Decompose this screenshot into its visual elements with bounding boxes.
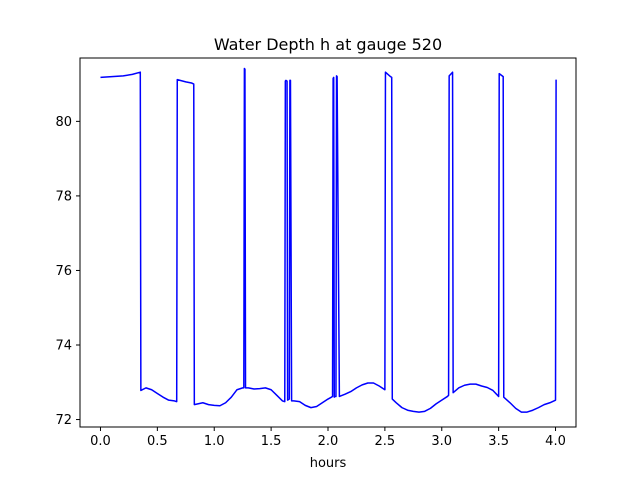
x-tick-label: 1.0 bbox=[204, 434, 225, 449]
y-tick-label: 80 bbox=[55, 115, 72, 130]
y-tick-label: 72 bbox=[55, 413, 72, 428]
x-tick-label: 4.0 bbox=[545, 434, 566, 449]
x-tick-label: 0.5 bbox=[147, 434, 168, 449]
x-axis-label: hours bbox=[310, 456, 347, 471]
x-tick-label: 3.5 bbox=[488, 434, 509, 449]
axis-ticks: 0.0 0.5 1.0 1.5 2.0 2.5 3.0 3.5 4.0 72 74 76 78 80 bbox=[55, 115, 565, 449]
series-line-0 bbox=[100, 67, 557, 413]
x-tick-label: 1.5 bbox=[261, 434, 282, 449]
x-tick-label: 2.0 bbox=[318, 434, 339, 449]
plot-frame bbox=[79, 57, 577, 428]
x-tick-label: 3.0 bbox=[431, 434, 452, 449]
plot-area bbox=[100, 67, 557, 413]
y-tick-label: 78 bbox=[55, 189, 72, 204]
y-tick-label: 76 bbox=[55, 264, 72, 279]
chart-title: Water Depth h at gauge 520 bbox=[214, 35, 442, 54]
x-tick-label: 0.0 bbox=[90, 434, 111, 449]
y-tick-label: 74 bbox=[55, 339, 72, 354]
x-tick-label: 2.5 bbox=[375, 434, 396, 449]
